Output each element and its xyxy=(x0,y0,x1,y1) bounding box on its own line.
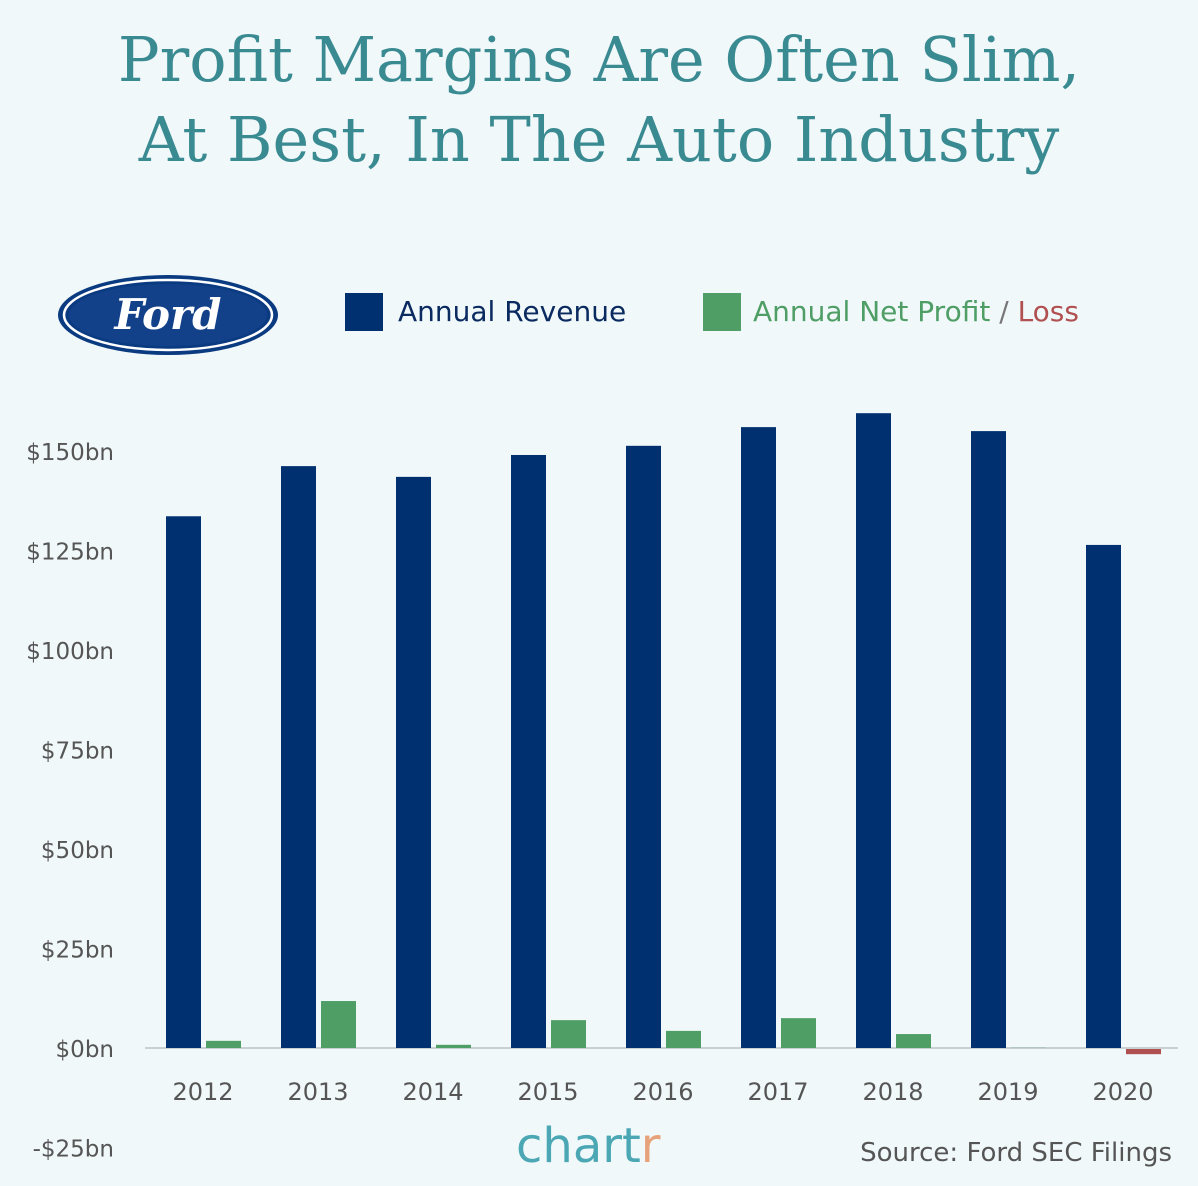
legend-profit-swatch xyxy=(703,293,741,331)
y-tick-label: $50bn xyxy=(41,838,114,864)
y-tick-label: $100bn xyxy=(26,639,114,665)
revenue-bar xyxy=(511,454,546,1049)
profit-bar xyxy=(436,1044,471,1048)
y-tick-label: $0bn xyxy=(56,1037,114,1063)
revenue-bar xyxy=(396,476,431,1048)
svg-text:Ford: Ford xyxy=(113,290,221,339)
revenue-bar xyxy=(856,413,891,1048)
legend-loss-text: Loss xyxy=(1017,295,1079,328)
x-tick-label: 2020 xyxy=(1092,1078,1153,1106)
revenue-bar xyxy=(1086,544,1121,1048)
profit-bar xyxy=(666,1030,701,1048)
legend-revenue-swatch xyxy=(345,293,383,331)
title-line-1: Profit Margins Are Often Slim, xyxy=(117,23,1081,96)
title-line-2: At Best, In The Auto Industry xyxy=(138,103,1060,176)
x-tick-label: 2017 xyxy=(747,1078,808,1106)
revenue-bar xyxy=(626,445,661,1048)
profit-bar xyxy=(206,1040,241,1048)
chart-title: Profit Margins Are Often Slim, At Best, … xyxy=(0,20,1198,180)
y-tick-label: $150bn xyxy=(26,440,114,466)
x-tick-label: 2014 xyxy=(402,1078,463,1106)
source-note: Source: Ford SEC Filings xyxy=(860,1138,1172,1168)
ford-logo: Ford xyxy=(58,275,278,355)
x-tick-label: 2015 xyxy=(517,1078,578,1106)
loss-bar xyxy=(1126,1049,1161,1055)
brand-main: chart xyxy=(516,1118,641,1174)
profit-bar xyxy=(551,1020,586,1048)
profit-bar xyxy=(781,1018,816,1048)
revenue-bar xyxy=(166,516,201,1048)
chartr-brand: chartr xyxy=(516,1118,661,1174)
x-tick-label: 2012 xyxy=(172,1078,233,1106)
y-tick-label: $75bn xyxy=(41,739,114,765)
y-tick-label: $25bn xyxy=(41,938,114,964)
brand-accent: r xyxy=(640,1118,661,1174)
profit-bar xyxy=(321,1001,356,1048)
legend-profit-text: Annual Net Profit xyxy=(753,295,991,328)
legend-profit-label: Annual Net Profit / Loss xyxy=(753,293,1079,331)
y-tick-label: -$25bn xyxy=(33,1137,114,1163)
revenue-bar xyxy=(741,427,776,1048)
x-tick-label: 2013 xyxy=(287,1078,348,1106)
revenue-bar xyxy=(281,466,316,1048)
y-tick-label: $125bn xyxy=(26,540,114,566)
profit-bar xyxy=(896,1034,931,1048)
x-tick-label: 2018 xyxy=(862,1078,923,1106)
x-tick-label: 2019 xyxy=(977,1078,1038,1106)
revenue-bar xyxy=(971,431,1006,1049)
legend-revenue-label: Annual Revenue xyxy=(398,295,627,328)
x-tick-label: 2016 xyxy=(632,1078,693,1106)
legend-separator: / xyxy=(990,295,1018,328)
